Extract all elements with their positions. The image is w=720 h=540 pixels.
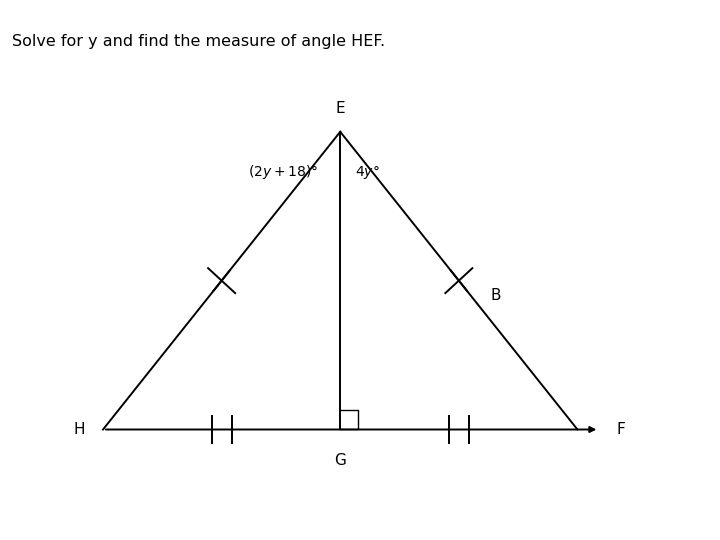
Text: G: G [334, 453, 346, 468]
Text: B: B [490, 288, 501, 303]
Text: Solve for y and find the measure of angle HEF.: Solve for y and find the measure of angl… [12, 34, 385, 49]
Text: H: H [73, 422, 85, 437]
Text: F: F [617, 422, 626, 437]
Text: $4y°$: $4y°$ [355, 164, 379, 181]
Text: E: E [336, 101, 345, 116]
Text: $(2y + 18)°$: $(2y + 18)°$ [248, 163, 318, 181]
